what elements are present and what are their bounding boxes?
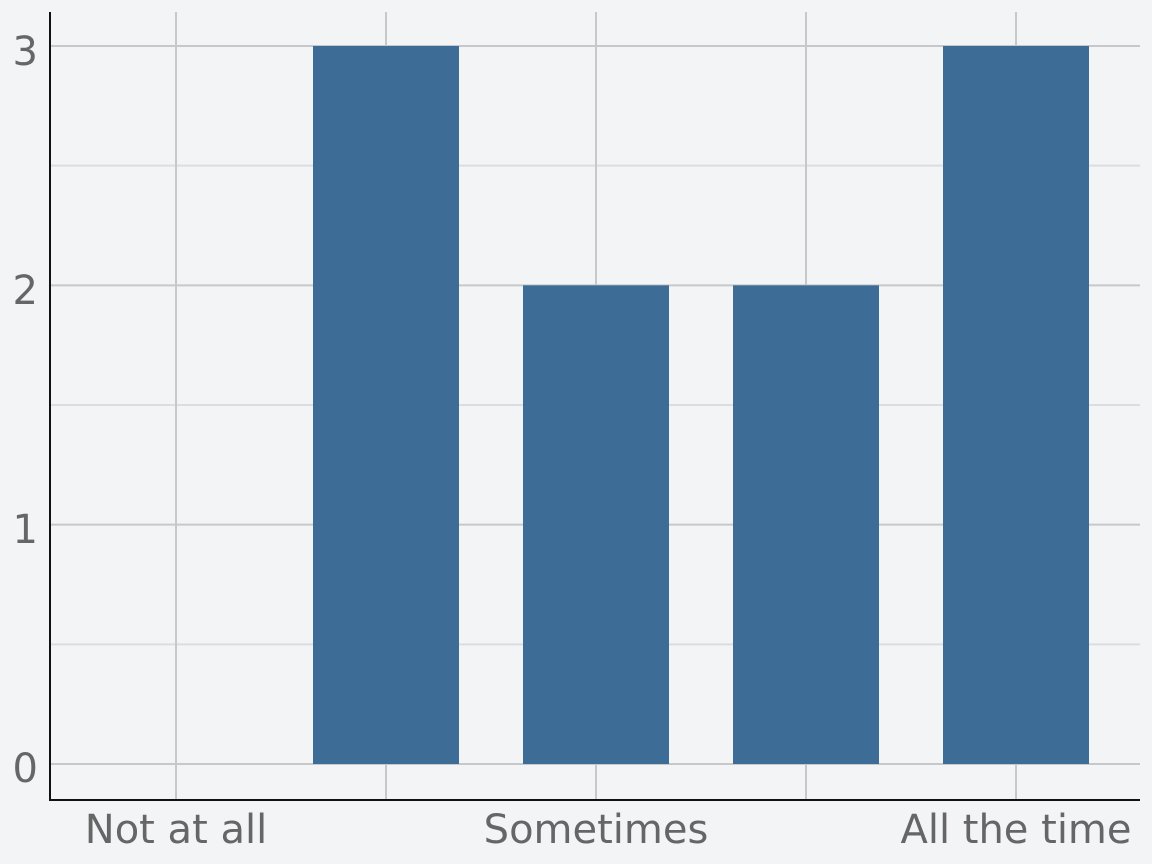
y-tick-labels: 0 1 2 3: [13, 29, 38, 792]
y-tick-label-1: 1: [13, 507, 38, 553]
x-tick-label-all-the-time: All the time: [900, 807, 1131, 853]
axes: [49, 12, 1140, 801]
x-tick-label-not-at-all: Not at all: [85, 807, 267, 853]
x-tick-labels: Not at all Sometimes All the time: [85, 807, 1132, 853]
x-tick-label-sometimes: Sometimes: [484, 807, 709, 853]
y-tick-label-3: 3: [13, 29, 38, 75]
bar-4: [943, 46, 1089, 764]
bars: [313, 46, 1089, 764]
bar-3: [733, 285, 879, 764]
y-tick-label-2: 2: [13, 268, 38, 314]
y-tick-label-0: 0: [13, 746, 38, 792]
bar-2: [523, 285, 669, 764]
bar-1: [313, 46, 459, 764]
